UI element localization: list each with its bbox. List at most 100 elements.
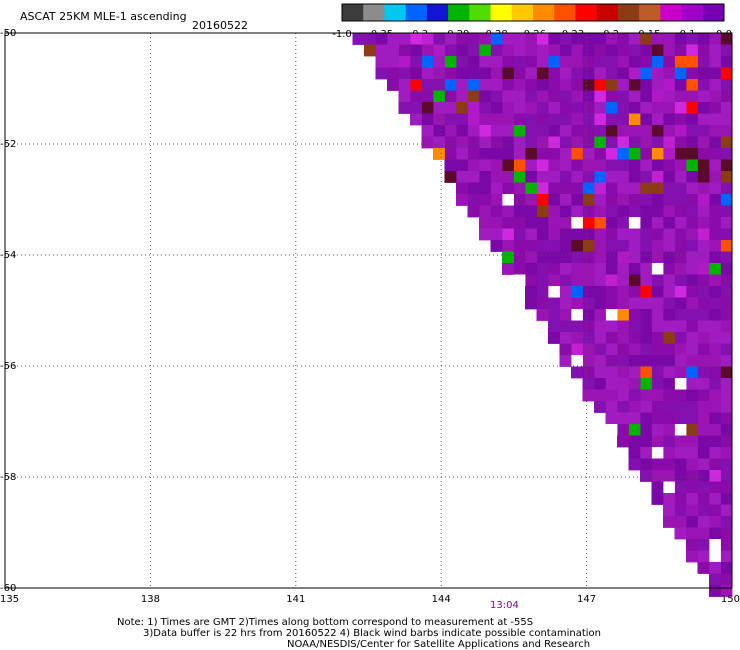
swath-cell [640, 424, 652, 436]
swath-cell [617, 401, 629, 413]
swath-cell [582, 102, 595, 114]
swath-cell [502, 251, 514, 264]
swath-cell [605, 136, 618, 149]
swath-cell [582, 182, 595, 195]
swath-cell [479, 113, 491, 126]
swath-cell [513, 67, 526, 80]
longitude-tick: 138 [141, 594, 160, 605]
swath-cell [467, 90, 480, 103]
swath-cell [467, 182, 480, 195]
swath-cell [536, 33, 549, 45]
swath-cell [709, 159, 721, 172]
swath-cell [651, 412, 664, 425]
swath-cell [651, 263, 664, 275]
swath-cell [720, 412, 733, 425]
swath-cell [628, 309, 641, 321]
swath-cell [398, 56, 411, 68]
swath-cell [640, 113, 652, 126]
swath-cell [686, 320, 698, 333]
swath-cell [640, 125, 652, 137]
swath-cell [536, 182, 549, 195]
swath-cell [490, 228, 503, 241]
swath-cell [674, 343, 687, 356]
swath-cell [720, 182, 733, 195]
swath-cell [628, 274, 641, 287]
swath-cell [697, 159, 710, 172]
swath-cell [548, 148, 560, 160]
swath-cell [697, 171, 710, 183]
swath-cell [651, 447, 664, 459]
swath-cell [467, 44, 480, 57]
swath-cell [605, 274, 618, 287]
swath-cell [571, 217, 583, 229]
swath-cell [686, 516, 698, 528]
swath-cell [548, 136, 560, 149]
swath-cell [536, 79, 549, 91]
swath-cell [697, 286, 710, 298]
swath-cell [548, 205, 560, 218]
swath-cell [663, 320, 675, 333]
swath-cell [559, 217, 572, 229]
latitude-tick: -58 [0, 472, 16, 483]
swath-cell [628, 56, 641, 68]
swath-cell [617, 389, 629, 402]
swath-cell [594, 67, 606, 80]
swath-cell [559, 148, 572, 160]
swath-cell [571, 90, 583, 103]
swath-cell [640, 366, 652, 379]
swath-cell [640, 297, 652, 310]
swath-cell [536, 286, 549, 298]
swath-cell [686, 401, 698, 413]
swath-cells [352, 33, 733, 597]
swath-cell [582, 56, 595, 68]
swath-cell [559, 79, 572, 91]
swath-cell [640, 90, 652, 103]
swath-cell [559, 33, 572, 45]
swath-cell [571, 274, 583, 287]
swath-cell [697, 79, 710, 91]
swath-cell [605, 309, 618, 321]
swath-cell [640, 67, 652, 80]
swath-cell [617, 90, 629, 103]
swath-cell [594, 44, 606, 57]
swath-cell [559, 182, 572, 195]
swath-cell [651, 493, 664, 505]
swath-cell [674, 309, 687, 321]
swath-cell [663, 424, 675, 436]
swath-cell [490, 113, 503, 126]
swath-cell [559, 102, 572, 114]
swath-cell [663, 205, 675, 218]
swath-cell [571, 159, 583, 172]
swath-cell [536, 159, 549, 172]
swath-cell [686, 182, 698, 195]
swath-cell [628, 401, 641, 413]
swath-cell [628, 355, 641, 367]
swath-cell [651, 44, 664, 57]
swath-cell [709, 309, 721, 321]
swath-cell [686, 458, 698, 471]
swath-cell [697, 182, 710, 195]
swath-cell [651, 251, 664, 264]
swath-cell [479, 171, 491, 183]
swath-cell [720, 527, 733, 540]
swath-cell [582, 320, 595, 333]
swath-cell [421, 44, 434, 57]
colorbar-swatch [405, 4, 428, 21]
swath-cell [674, 320, 687, 333]
swath-cell [594, 263, 606, 275]
swath-cell [444, 33, 457, 45]
swath-cell [697, 309, 710, 321]
swath-cell [410, 44, 422, 57]
swath-cell [490, 148, 503, 160]
swath-cell [594, 79, 606, 91]
swath-cell [559, 44, 572, 57]
swath-cell [617, 171, 629, 183]
swath-cell [709, 113, 721, 126]
swath-cell [479, 33, 491, 45]
swath-cell [697, 516, 710, 528]
swath-cell [548, 159, 560, 172]
swath-cell [559, 125, 572, 137]
swath-cell [479, 182, 491, 195]
swath-cell [697, 355, 710, 367]
swath-cell [628, 125, 641, 137]
